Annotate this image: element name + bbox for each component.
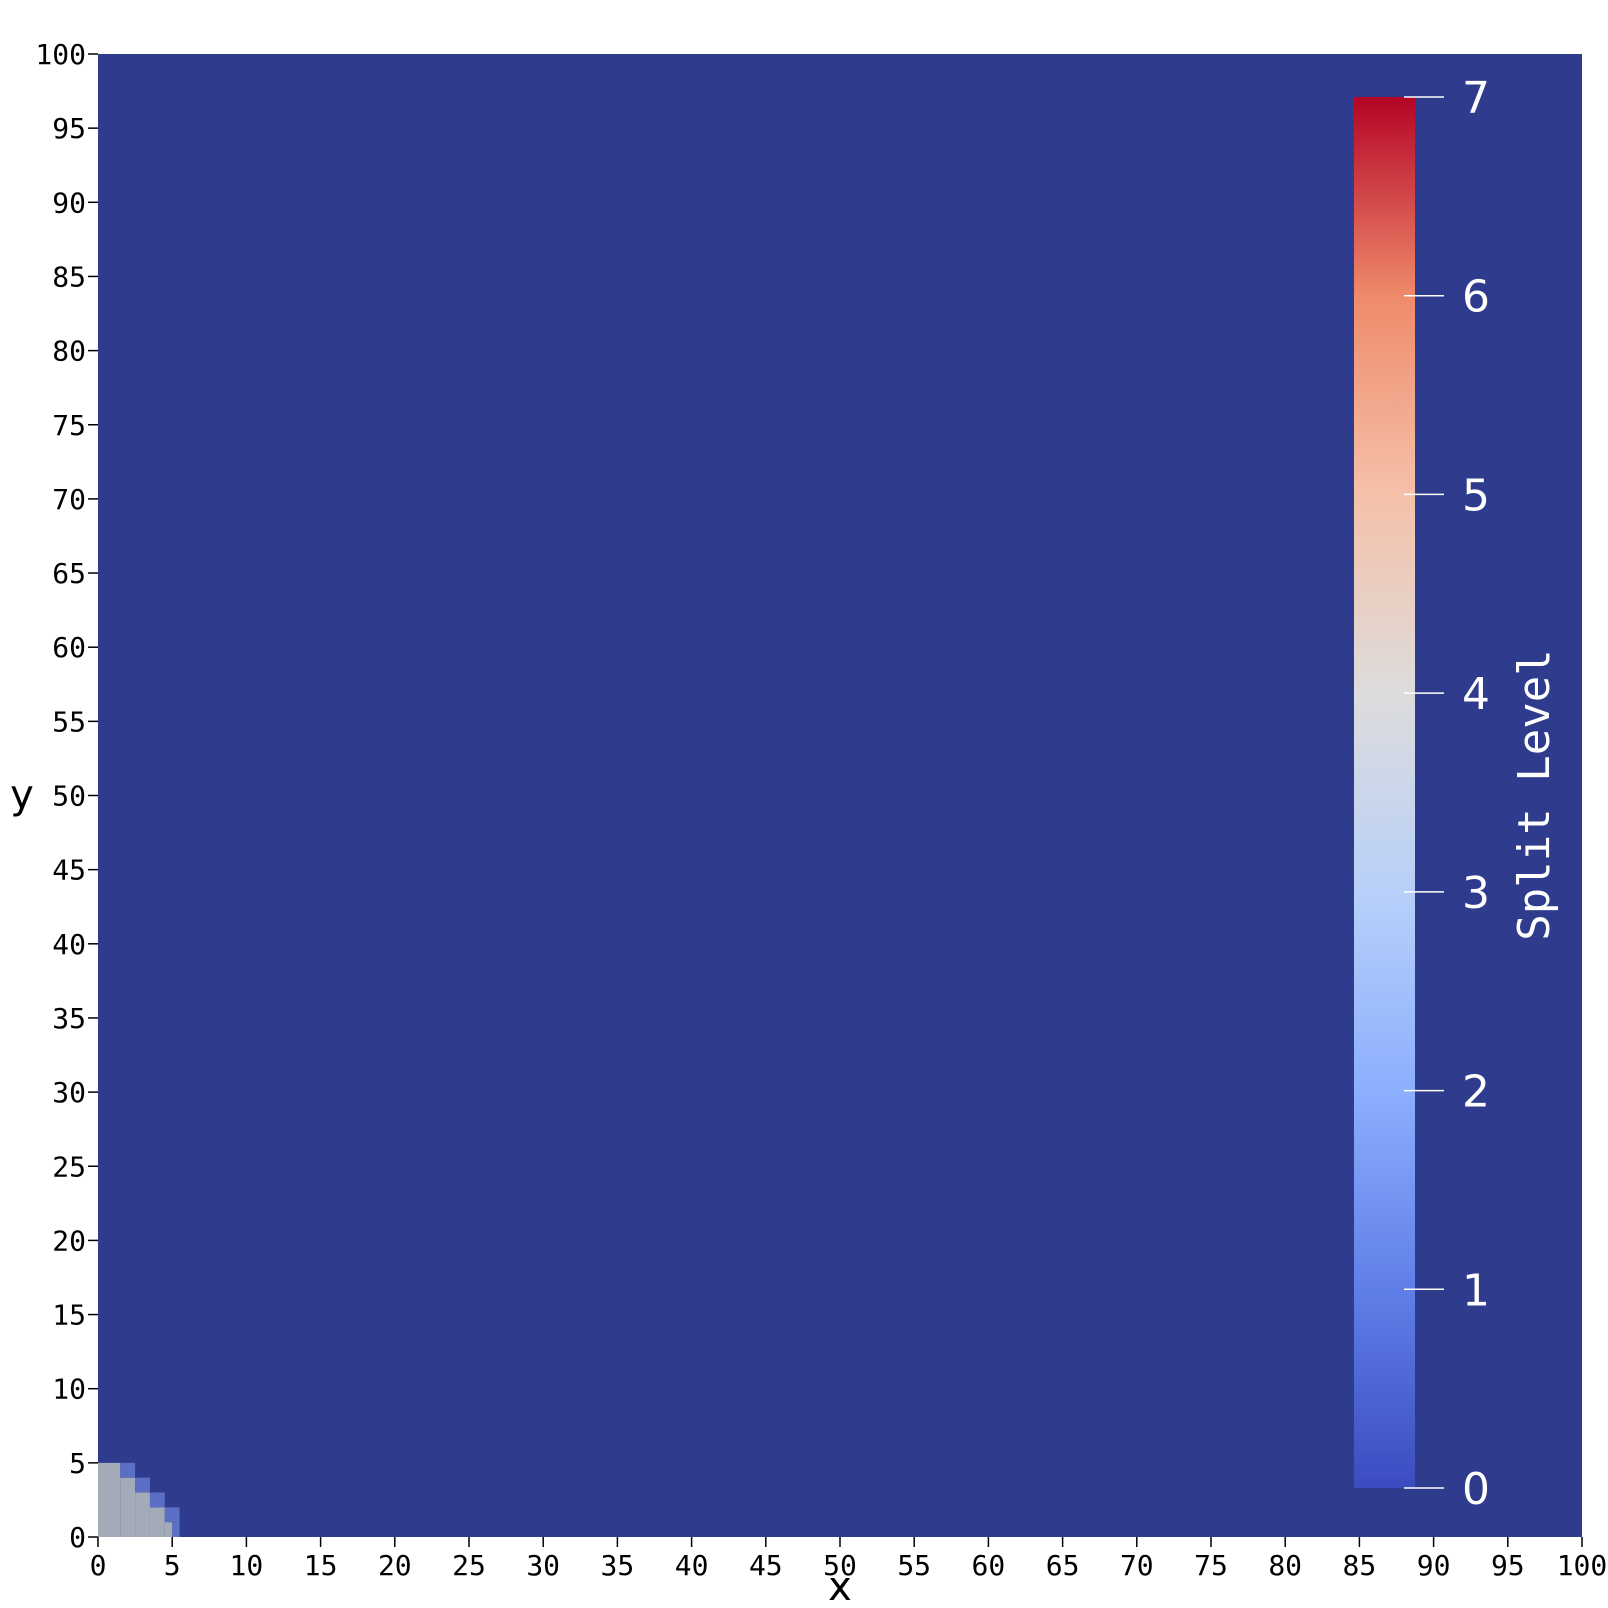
y-tick-label: 90 bbox=[52, 186, 86, 219]
x-tick-label: 100 bbox=[1557, 1549, 1608, 1582]
heatmap-cell bbox=[135, 1477, 150, 1493]
colorbar-title: Split Level bbox=[1509, 649, 1560, 940]
y-tick-label: 65 bbox=[52, 557, 86, 590]
x-tick-label: 50 bbox=[823, 1549, 857, 1582]
x-tick-label: 55 bbox=[897, 1549, 931, 1582]
colorbar: 0 1 2 3 4 5 6 7 bbox=[1354, 73, 1490, 1515]
y-tick-label: 80 bbox=[52, 335, 86, 368]
x-tick-label: 30 bbox=[526, 1549, 560, 1582]
x-tick-label: 5 bbox=[164, 1549, 181, 1582]
y-tick-label: 0 bbox=[69, 1521, 86, 1554]
y-tick-label: 70 bbox=[52, 483, 86, 516]
x-tick-label: 20 bbox=[378, 1549, 412, 1582]
heatmap-cell bbox=[120, 1462, 136, 1478]
colorbar-tick-label: 4 bbox=[1462, 669, 1490, 720]
x-tick-label: 25 bbox=[452, 1549, 486, 1582]
heatmap-cell bbox=[98, 1462, 121, 1537]
colorbar-tick-label: 5 bbox=[1462, 470, 1490, 521]
y-tick-label: 85 bbox=[52, 260, 86, 293]
x-tick-label: 60 bbox=[972, 1549, 1006, 1582]
heatmap-cell bbox=[149, 1492, 165, 1508]
y-tick-label: 95 bbox=[52, 112, 86, 145]
y-tick-label: 50 bbox=[52, 780, 86, 813]
x-tick-label: 10 bbox=[230, 1549, 264, 1582]
x-tick-label: 45 bbox=[749, 1549, 783, 1582]
colorbar-tick-label: 7 bbox=[1462, 73, 1490, 124]
y-tick-label: 5 bbox=[69, 1447, 86, 1480]
colorbar-tick-label: 6 bbox=[1462, 272, 1490, 323]
y-tick-label: 25 bbox=[52, 1150, 86, 1183]
x-tick-label: 70 bbox=[1120, 1549, 1154, 1582]
x-tick-label: 75 bbox=[1194, 1549, 1228, 1582]
x-tick-label: 85 bbox=[1343, 1549, 1377, 1582]
heatmap-cell bbox=[164, 1507, 180, 1523]
heatmap-cell bbox=[149, 1507, 165, 1537]
colorbar-tick-label: 1 bbox=[1462, 1265, 1490, 1316]
x-tick-label: 95 bbox=[1491, 1549, 1525, 1582]
y-tick-label: 30 bbox=[52, 1076, 86, 1109]
y-tick-label: 20 bbox=[52, 1224, 86, 1257]
y-tick-label: 100 bbox=[35, 38, 86, 71]
plot-background bbox=[98, 54, 1582, 1537]
x-tick-label: 65 bbox=[1046, 1549, 1080, 1582]
heatmap-cell bbox=[164, 1522, 173, 1537]
x-tick-label: 15 bbox=[304, 1549, 338, 1582]
colorbar-tick-label: 3 bbox=[1462, 868, 1490, 919]
y-tick-label: 35 bbox=[52, 1002, 86, 1035]
plot-area bbox=[98, 54, 1582, 1537]
x-axis-label: x bbox=[828, 1564, 852, 1608]
y-tick-label: 45 bbox=[52, 854, 86, 887]
heatmap-cells bbox=[98, 1462, 180, 1537]
x-tick-label: 0 bbox=[90, 1549, 107, 1582]
y-tick-label: 40 bbox=[52, 928, 86, 961]
colorbar-gradient bbox=[1354, 97, 1415, 1488]
x-tick-label: 90 bbox=[1417, 1549, 1451, 1582]
x-tick-label: 80 bbox=[1268, 1549, 1302, 1582]
colorbar-tick-label: 0 bbox=[1462, 1464, 1490, 1515]
heatmap-cell bbox=[120, 1477, 136, 1537]
y-axis-label: y bbox=[10, 772, 34, 818]
x-tick-label: 35 bbox=[601, 1549, 635, 1582]
heatmap-cell bbox=[135, 1492, 150, 1537]
axes: 0 5 10 15 20 25 30 35 40 45 50 55 60 65 70 75 80 85 90 95 10… bbox=[35, 38, 1607, 1582]
colorbar-tick-label: 2 bbox=[1462, 1067, 1490, 1118]
heatmap-cell bbox=[172, 1522, 180, 1537]
x-tick-label: 40 bbox=[675, 1549, 709, 1582]
y-tick-label: 10 bbox=[52, 1373, 86, 1406]
y-tick-label: 55 bbox=[52, 705, 86, 738]
y-tick-label: 60 bbox=[52, 631, 86, 664]
y-tick-label: 15 bbox=[52, 1299, 86, 1332]
y-tick-label: 75 bbox=[52, 409, 86, 442]
